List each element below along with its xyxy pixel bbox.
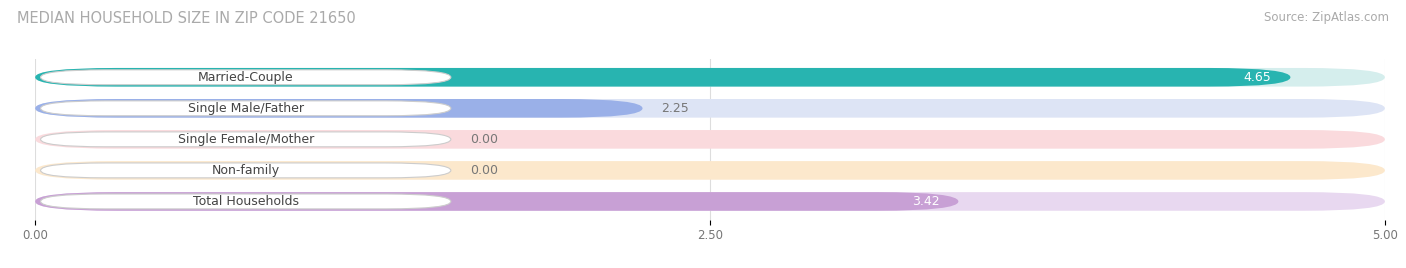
Text: Source: ZipAtlas.com: Source: ZipAtlas.com [1264, 11, 1389, 24]
FancyBboxPatch shape [35, 161, 1385, 180]
Text: Single Male/Father: Single Male/Father [188, 102, 304, 115]
Text: Single Female/Mother: Single Female/Mother [177, 133, 314, 146]
Text: 0.00: 0.00 [470, 133, 498, 146]
Text: 2.25: 2.25 [661, 102, 689, 115]
Text: 3.42: 3.42 [912, 195, 939, 208]
FancyBboxPatch shape [41, 132, 451, 147]
Text: 0.00: 0.00 [470, 164, 498, 177]
FancyBboxPatch shape [35, 192, 1385, 211]
FancyBboxPatch shape [35, 68, 1385, 87]
FancyBboxPatch shape [41, 194, 451, 209]
FancyBboxPatch shape [41, 163, 451, 178]
FancyBboxPatch shape [35, 192, 959, 211]
Text: Non-family: Non-family [212, 164, 280, 177]
FancyBboxPatch shape [41, 70, 451, 85]
Text: Married-Couple: Married-Couple [198, 71, 294, 84]
FancyBboxPatch shape [35, 99, 643, 118]
Text: 4.65: 4.65 [1244, 71, 1271, 84]
FancyBboxPatch shape [41, 101, 451, 116]
Text: Total Households: Total Households [193, 195, 298, 208]
FancyBboxPatch shape [35, 130, 1385, 149]
FancyBboxPatch shape [35, 68, 1291, 87]
Text: MEDIAN HOUSEHOLD SIZE IN ZIP CODE 21650: MEDIAN HOUSEHOLD SIZE IN ZIP CODE 21650 [17, 11, 356, 26]
FancyBboxPatch shape [35, 99, 1385, 118]
